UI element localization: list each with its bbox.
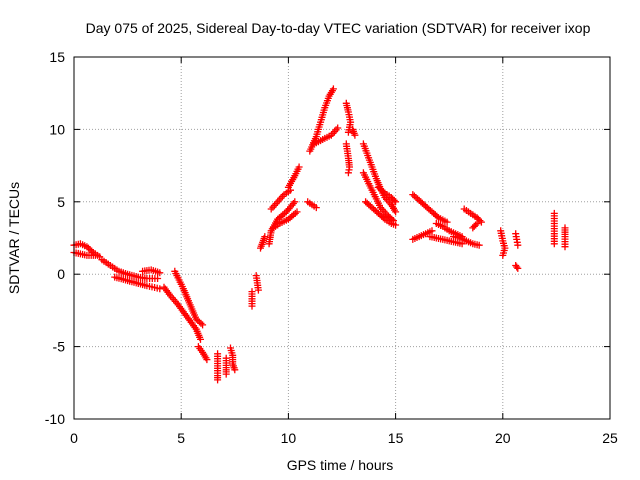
x-tick-label: 15 — [388, 430, 404, 446]
y-tick-label: -5 — [53, 339, 66, 355]
data-point — [475, 241, 483, 249]
x-tick-label: 10 — [281, 430, 297, 446]
data-point — [344, 128, 352, 136]
data-point — [222, 370, 230, 378]
data-point — [433, 212, 441, 220]
data-point — [295, 163, 303, 171]
data-point — [550, 240, 558, 248]
data-point — [499, 251, 507, 259]
data-point — [261, 233, 269, 241]
y-tick-label: 15 — [49, 49, 65, 65]
data-point — [514, 241, 522, 249]
data-point — [291, 198, 299, 206]
data-point — [344, 169, 352, 177]
y-tick-label: 0 — [57, 266, 65, 282]
data-point — [312, 204, 320, 212]
y-axis-label: SDTVAR / TECUs — [6, 182, 22, 294]
data-point — [214, 376, 222, 384]
plot-frame — [73, 56, 611, 420]
data-point — [293, 208, 301, 216]
data-point — [379, 188, 387, 196]
data-point — [199, 321, 207, 329]
data-point — [231, 366, 239, 374]
data-point — [392, 198, 400, 206]
data-point — [514, 264, 522, 272]
data-point — [392, 221, 400, 229]
data-point — [197, 335, 204, 343]
data-point — [428, 227, 436, 235]
data-point — [254, 286, 262, 294]
y-tick-label: -10 — [45, 411, 65, 427]
data-point — [351, 131, 359, 139]
data-point — [197, 319, 205, 327]
data-point — [154, 275, 162, 282]
data-point — [91, 251, 99, 259]
data-point — [443, 218, 451, 226]
data-point — [329, 85, 337, 93]
chart-title: Day 075 of 2025, Sidereal Day-to-day VTE… — [86, 20, 591, 36]
data-point — [561, 243, 569, 251]
data-point — [390, 196, 398, 204]
data-layer — [70, 85, 569, 384]
data-point — [248, 302, 256, 310]
x-tick-label: 0 — [70, 430, 78, 446]
data-point — [472, 221, 480, 229]
data-point — [156, 269, 164, 277]
y-tick-label: 10 — [49, 121, 65, 137]
data-point — [203, 356, 211, 364]
data-point — [477, 218, 485, 226]
x-tick-label: 20 — [495, 430, 511, 446]
y-tick-label: 5 — [57, 194, 65, 210]
x-tick-label: 5 — [177, 430, 185, 446]
data-point — [392, 208, 400, 216]
tick-layer: 0 5 10 15 20 25 -10 -5 0 5 10 15 — [45, 49, 618, 446]
data-point — [513, 263, 521, 271]
x-tick-label: 25 — [602, 430, 618, 446]
data-point — [473, 220, 481, 227]
data-point — [334, 124, 342, 132]
data-point — [379, 214, 387, 222]
x-axis-label: GPS time / hours — [287, 457, 394, 473]
